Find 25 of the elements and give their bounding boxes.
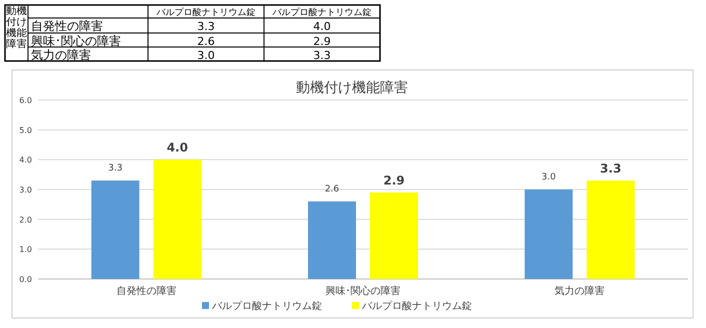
bar — [308, 201, 356, 279]
data-label: 2.6 — [324, 184, 340, 194]
y-tick-label: 4.0 — [19, 156, 32, 165]
y-tick-label: 2.0 — [19, 215, 32, 224]
y-tick-label: 1.0 — [19, 245, 32, 254]
y-tick-label: 6.0 — [19, 96, 32, 105]
legend-label: バルプロ酸ナトリウム錠 — [211, 300, 322, 312]
data-label: 3.3 — [600, 162, 622, 176]
bar — [91, 180, 140, 279]
data-label: 4.0 — [166, 140, 188, 155]
bar — [524, 190, 573, 279]
y-tick-label: 0.0 — [19, 275, 32, 284]
bar — [586, 180, 635, 279]
x-tick-label: 気力の障害 — [554, 285, 605, 297]
bar — [153, 160, 202, 279]
legend-label: バルプロ酸ナトリウム錠 — [361, 300, 472, 312]
data-label: 3.3 — [108, 164, 122, 174]
x-tick-label: 興味･関心の障害 — [326, 285, 400, 297]
x-tick-label: 自発性の障害 — [116, 285, 176, 297]
data-label: 2.9 — [383, 173, 405, 188]
y-tick-label: 3.0 — [19, 186, 32, 194]
y-tick-label: 5.0 — [19, 126, 32, 135]
data-label: 3.0 — [542, 172, 556, 182]
bar — [370, 192, 418, 279]
chart-title: 動機付け機能障害 — [296, 80, 408, 96]
